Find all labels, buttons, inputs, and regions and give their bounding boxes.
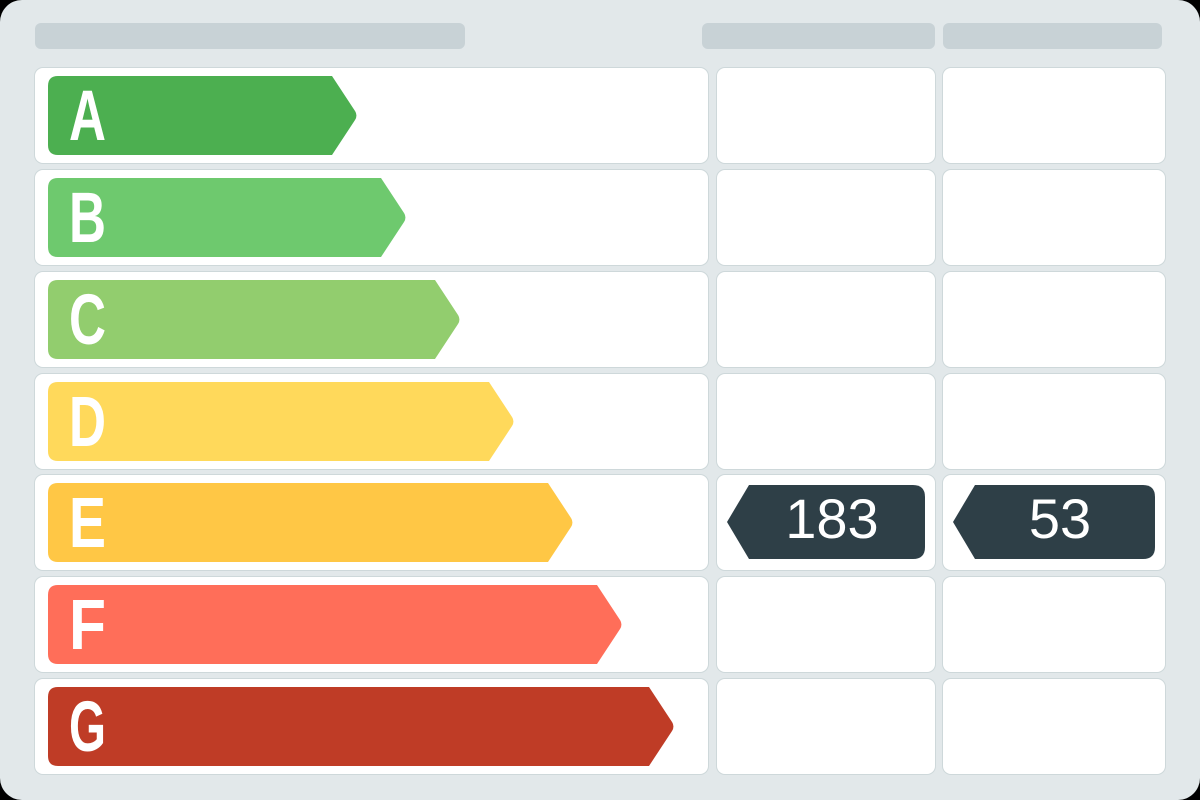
svg-text:D: D xyxy=(69,383,106,461)
svg-text:53: 53 xyxy=(1029,487,1091,550)
svg-text:A: A xyxy=(69,77,106,155)
svg-text:G: G xyxy=(69,688,106,766)
svg-text:B: B xyxy=(69,179,106,257)
svg-text:F: F xyxy=(69,586,106,664)
svg-text:C: C xyxy=(69,281,106,359)
svg-text:E: E xyxy=(69,484,106,562)
svg-text:183: 183 xyxy=(785,487,878,550)
